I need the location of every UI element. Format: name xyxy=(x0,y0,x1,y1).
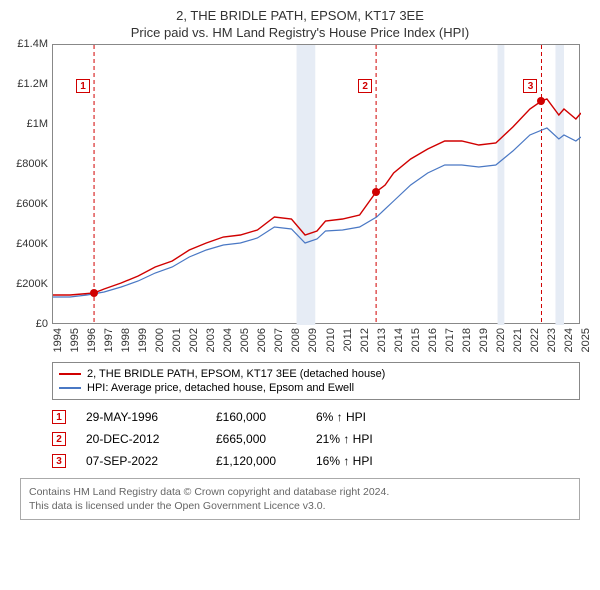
transaction-dot xyxy=(537,97,545,105)
transaction-date: 20-DEC-2012 xyxy=(86,432,196,446)
transaction-date: 29-MAY-1996 xyxy=(86,410,196,424)
transaction-price: £160,000 xyxy=(216,410,296,424)
x-tick-label: 1996 xyxy=(86,328,98,352)
y-tick-label: £1M xyxy=(27,118,48,130)
x-tick-label: 2008 xyxy=(290,328,302,352)
x-tick-label: 2012 xyxy=(359,328,371,352)
transaction-num-box: 2 xyxy=(52,432,66,446)
y-tick-label: £1.4M xyxy=(17,38,48,50)
y-tick-label: £0 xyxy=(36,318,48,330)
x-tick-label: 1994 xyxy=(52,328,64,352)
transaction-pct-vs-hpi: 16% ↑ HPI xyxy=(316,454,376,468)
title-address: 2, THE BRIDLE PATH, EPSOM, KT17 3EE xyxy=(0,8,600,23)
legend-swatch xyxy=(59,373,81,375)
x-tick-label: 2021 xyxy=(512,328,524,352)
legend-swatch xyxy=(59,387,81,389)
legend-item: HPI: Average price, detached house, Epso… xyxy=(59,381,573,395)
transaction-num-box: 3 xyxy=(52,454,66,468)
x-tick-label: 2000 xyxy=(154,328,166,352)
transaction-marker-box: 2 xyxy=(358,79,372,93)
x-tick-label: 1995 xyxy=(69,328,81,352)
x-tick-label: 2014 xyxy=(393,328,405,352)
chart-area: £0£200K£400K£600K£800K£1M£1.2M£1.4M 123 … xyxy=(52,44,580,354)
transaction-price: £665,000 xyxy=(216,432,296,446)
y-tick-label: £1.2M xyxy=(17,78,48,90)
x-tick-label: 2025 xyxy=(580,328,592,352)
chart-svg xyxy=(53,45,581,325)
x-tick-label: 2023 xyxy=(546,328,558,352)
x-tick-label: 2019 xyxy=(478,328,490,352)
transaction-pct-vs-hpi: 21% ↑ HPI xyxy=(316,432,376,446)
x-tick-label: 2003 xyxy=(205,328,217,352)
x-tick-label: 2024 xyxy=(563,328,575,352)
x-tick-label: 2001 xyxy=(171,328,183,352)
transaction-dot xyxy=(90,289,98,297)
x-tick-label: 2013 xyxy=(376,328,388,352)
x-tick-label: 2011 xyxy=(342,328,354,352)
x-tick-label: 2005 xyxy=(239,328,251,352)
x-tick-label: 2015 xyxy=(410,328,422,352)
x-tick-label: 2010 xyxy=(325,328,337,352)
x-tick-label: 1999 xyxy=(137,328,149,352)
transaction-row: 1 29-MAY-1996 £160,000 6% ↑ HPI xyxy=(52,406,580,428)
plot-region: 1 2 3 xyxy=(52,44,580,324)
transaction-date: 07-SEP-2022 xyxy=(86,454,196,468)
x-tick-label: 1997 xyxy=(103,328,115,352)
y-tick-label: £200K xyxy=(16,278,48,290)
legend-label: 2, THE BRIDLE PATH, EPSOM, KT17 3EE (det… xyxy=(87,368,385,380)
transaction-marker-box: 3 xyxy=(523,79,537,93)
title-block: 2, THE BRIDLE PATH, EPSOM, KT17 3EE Pric… xyxy=(0,0,600,44)
legend-label: HPI: Average price, detached house, Epso… xyxy=(87,382,354,394)
x-tick-label: 2009 xyxy=(307,328,319,352)
x-tick-label: 2020 xyxy=(495,328,507,352)
transactions-table: 1 29-MAY-1996 £160,000 6% ↑ HPI 2 20-DEC-2012… xyxy=(52,406,580,472)
y-tick-label: £600K xyxy=(16,198,48,210)
x-tick-label: 2016 xyxy=(427,328,439,352)
x-tick-label: 2002 xyxy=(188,328,200,352)
legend-item: 2, THE BRIDLE PATH, EPSOM, KT17 3EE (det… xyxy=(59,367,573,381)
x-tick-label: 2004 xyxy=(222,328,234,352)
x-tick-label: 2022 xyxy=(529,328,541,352)
page-root: 2, THE BRIDLE PATH, EPSOM, KT17 3EE Pric… xyxy=(0,0,600,590)
transaction-price: £1,120,000 xyxy=(216,454,296,468)
transaction-num-box: 1 xyxy=(52,410,66,424)
x-tick-label: 2017 xyxy=(444,328,456,352)
x-tick-label: 2018 xyxy=(461,328,473,352)
y-tick-label: £800K xyxy=(16,158,48,170)
transaction-row: 3 07-SEP-2022 £1,120,000 16% ↑ HPI xyxy=(52,450,580,472)
y-tick-label: £400K xyxy=(16,238,48,250)
x-tick-label: 1998 xyxy=(120,328,132,352)
x-tick-label: 2007 xyxy=(273,328,285,352)
title-subtitle: Price paid vs. HM Land Registry's House … xyxy=(0,25,600,40)
legend-box: 2, THE BRIDLE PATH, EPSOM, KT17 3EE (det… xyxy=(52,362,580,400)
transaction-pct-vs-hpi: 6% ↑ HPI xyxy=(316,410,376,424)
attribution-footer: Contains HM Land Registry data © Crown c… xyxy=(20,478,580,520)
transaction-dot xyxy=(372,188,380,196)
transaction-marker-box: 1 xyxy=(76,79,90,93)
x-tick-label: 2006 xyxy=(256,328,268,352)
footer-line2: This data is licensed under the Open Gov… xyxy=(29,499,571,513)
transaction-row: 2 20-DEC-2012 £665,000 21% ↑ HPI xyxy=(52,428,580,450)
footer-line1: Contains HM Land Registry data © Crown c… xyxy=(29,485,571,499)
